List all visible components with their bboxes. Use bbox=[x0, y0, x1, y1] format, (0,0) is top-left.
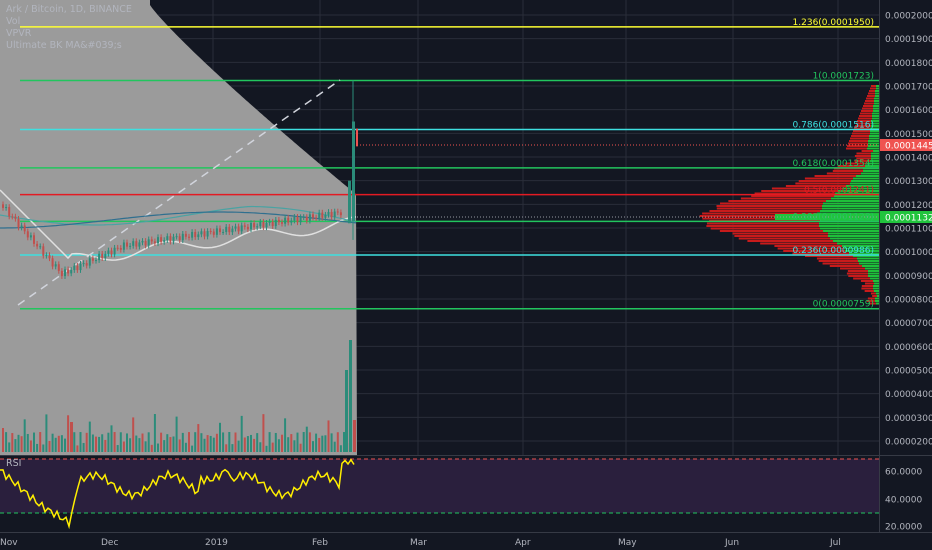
volume-bars bbox=[2, 340, 356, 452]
symbol-legend[interactable]: Ark / Bitcoin, 1D, BINANCE bbox=[6, 4, 132, 15]
fib-level-label: 0.5(0.0001241) bbox=[804, 186, 874, 196]
time-tick-label: May bbox=[618, 538, 637, 548]
rsi-line bbox=[0, 458, 355, 530]
fib-level-label: 0.786(0.0001516) bbox=[793, 121, 874, 131]
price-tick-label: 0.0001600 bbox=[885, 106, 932, 116]
indicator-ultimate-ma[interactable]: Ultimate BK MA&#039;s bbox=[6, 40, 122, 51]
rsi-band bbox=[0, 459, 879, 513]
indicator-vol[interactable]: Vol bbox=[6, 16, 21, 27]
candlesticks bbox=[2, 80, 358, 279]
rsi-axis[interactable]: 60.0000 40.0000 20.0000 bbox=[885, 468, 922, 533]
fib-level-label: 0(0.0000759) bbox=[813, 300, 874, 310]
fib-level-label: 0.618(0.0001354) bbox=[793, 159, 874, 169]
time-tick-label: Mar bbox=[410, 538, 427, 548]
price-tick-label: 0.0000600 bbox=[885, 343, 932, 353]
fib-level-label: 1.236(0.0001950) bbox=[793, 18, 874, 28]
fib-labels: 1.236(0.0001950) 1(0.0001723) 0.786(0.0001… bbox=[793, 18, 874, 310]
time-tick-label: Jun bbox=[724, 538, 739, 548]
indicator-vpvr[interactable]: VPVR bbox=[6, 28, 32, 39]
time-tick-label: 2019 bbox=[205, 538, 228, 548]
time-tick-label: Dec bbox=[101, 538, 118, 548]
price-tick-label: 0.0000500 bbox=[885, 367, 932, 377]
poc-price-badge-text: 0.0001132 bbox=[885, 214, 932, 224]
price-tick-label: 0.0002000 bbox=[885, 12, 932, 22]
price-tick-label: 0.0000700 bbox=[885, 319, 932, 329]
price-tick-label: 0.0000400 bbox=[885, 390, 932, 400]
price-tick-label: 0.0001100 bbox=[885, 225, 932, 235]
fibonacci-levels bbox=[20, 26, 879, 310]
fib-level-label: 1(0.0001723) bbox=[813, 72, 874, 82]
price-axis[interactable]: 0.0002000 0.0001900 0.0001800 0.0001700 0.00… bbox=[885, 12, 932, 448]
rsi-tick-label: 60.0000 bbox=[885, 468, 922, 478]
price-tick-label: 0.0001700 bbox=[885, 83, 932, 93]
time-tick-label: Feb bbox=[312, 538, 328, 548]
time-tick-label: Apr bbox=[515, 538, 531, 548]
current-price-badge bbox=[880, 139, 932, 151]
current-price-badge-text: 0.0001445 bbox=[885, 142, 932, 152]
time-tick-label: Nov bbox=[0, 538, 18, 548]
price-tick-label: 0.0001500 bbox=[885, 130, 932, 140]
vpvr-histogram bbox=[699, 85, 879, 305]
moving-averages bbox=[0, 189, 357, 261]
price-tick-label: 0.0001400 bbox=[885, 154, 932, 164]
price-tick-label: 0.0001300 bbox=[885, 177, 932, 187]
price-tick-label: 0.0000800 bbox=[885, 296, 932, 306]
time-axis[interactable]: Nov Dec 2019 Feb Mar Apr May Jun Jul bbox=[0, 538, 841, 548]
price-tick-label: 0.0000300 bbox=[885, 414, 932, 424]
price-tick-label: 0.0001900 bbox=[885, 35, 932, 45]
rsi-legend[interactable]: RSI bbox=[6, 458, 22, 469]
rsi-tick-label: 40.0000 bbox=[885, 496, 922, 506]
price-tick-label: 0.0001800 bbox=[885, 59, 932, 69]
fib-level-label: 0.236(0.0000986) bbox=[793, 246, 874, 256]
price-tick-label: 0.0001200 bbox=[885, 201, 932, 211]
dashed-trendline[interactable] bbox=[17, 79, 341, 306]
price-tick-label: 0.0001000 bbox=[885, 248, 932, 258]
price-tick-label: 0.0000900 bbox=[885, 272, 932, 282]
poc-price-badge bbox=[880, 211, 932, 223]
price-tick-label: 0.0000200 bbox=[885, 438, 932, 448]
time-tick-label: Jul bbox=[829, 538, 841, 548]
rsi-tick-label: 20.0000 bbox=[885, 523, 922, 533]
fib-level-label: 0.382(0.0001128) bbox=[793, 212, 874, 222]
